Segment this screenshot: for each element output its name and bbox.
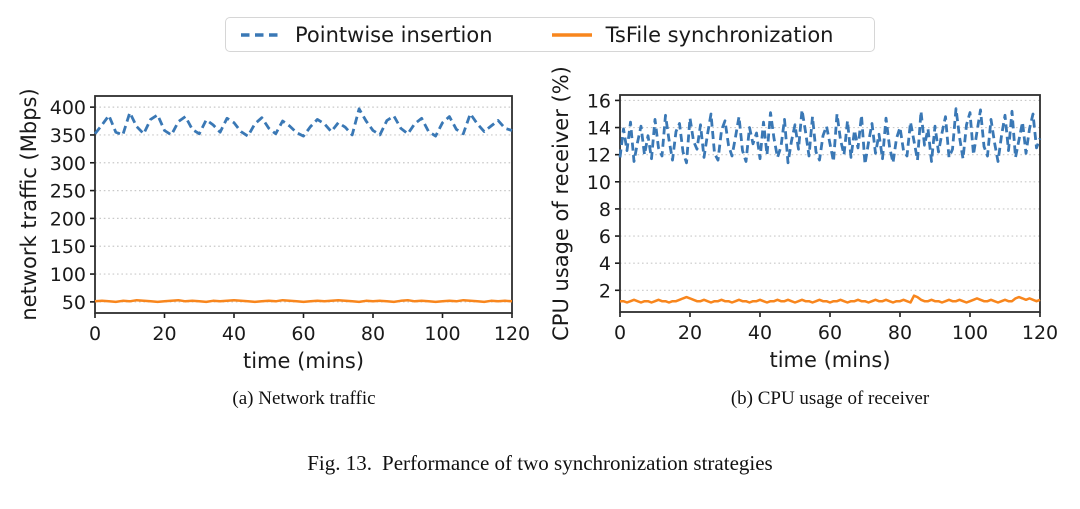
y-tick-label: 100 [50, 264, 86, 286]
y-tick-label: 250 [50, 181, 86, 203]
y-tick-label: 300 [50, 153, 86, 175]
x-tick-label: 80 [361, 323, 385, 345]
tsfile-series-line [94, 298, 513, 304]
x-tick-label: 100 [424, 323, 460, 345]
y-tick-label: 10 [587, 172, 611, 194]
legend-item-pointwise: Pointwise insertion [240, 23, 493, 47]
x-tick-label: 40 [748, 322, 772, 344]
y-tick-label: 14 [587, 118, 611, 140]
x-tick-label: 60 [818, 322, 842, 344]
plot-frame [619, 94, 1041, 313]
x-tick-label: 20 [152, 323, 176, 345]
figure-caption: Fig. 13. Performance of two synchronizati… [0, 451, 1080, 476]
x-tick-label: 0 [614, 322, 626, 344]
solid-line-icon [551, 32, 592, 37]
x-axis-label: time (mins) [243, 349, 364, 373]
y-tick-label: 150 [50, 236, 86, 258]
y-axis-label: CPU usage of receiver (%) [549, 66, 573, 341]
x-tick-label: 20 [678, 322, 702, 344]
y-tick-label: 4 [599, 253, 611, 275]
figure-caption-label: Fig. 13. [307, 451, 373, 475]
plot-frame [94, 95, 513, 314]
x-tick-label: 40 [222, 323, 246, 345]
chart-legend: Pointwise insertion TsFile synchronizati… [225, 17, 875, 52]
y-tick-label: 400 [50, 97, 86, 119]
subcaption-a: (a) Network traffic [232, 388, 376, 409]
legend-item-tsfile: TsFile synchronization [551, 23, 834, 47]
x-tick-label: 60 [291, 323, 315, 345]
pointwise-series-line [93, 107, 513, 138]
legend-label-tsfile: TsFile synchronization [605, 22, 834, 47]
y-tick-label: 200 [50, 208, 86, 230]
subcaption-b: (b) CPU usage of receiver [730, 388, 930, 409]
y-tick-label: 8 [599, 199, 611, 221]
x-tick-label: 120 [1022, 322, 1058, 344]
tsfile-series-line [620, 294, 1041, 304]
x-tick-label: 0 [89, 323, 101, 345]
y-tick-label: 2 [599, 280, 611, 302]
legend-label-pointwise: Pointwise insertion [295, 22, 493, 47]
x-tick-label: 100 [952, 322, 988, 344]
dashed-line-icon [241, 32, 281, 37]
y-tick-label: 50 [62, 292, 86, 314]
pointwise-series-line [618, 107, 1042, 166]
y-axis-label: network traffic (Mbps) [17, 88, 41, 320]
y-tick-label: 6 [599, 226, 611, 248]
x-tick-label: 80 [888, 322, 912, 344]
network-traffic-chart: 50 100 150 200 250 300 350 400 0 20 40 60 80 100 120 ti… [17, 88, 530, 373]
y-tick-label: 16 [587, 90, 611, 112]
y-tick-label: 12 [587, 145, 611, 167]
x-axis-label: time (mins) [769, 348, 890, 372]
y-tick-label: 350 [50, 125, 86, 147]
cpu-usage-chart: 2 4 6 8 10 12 14 16 0 20 40 60 80 100 120 time (mins) CP… [549, 66, 1058, 372]
x-tick-label: 120 [494, 323, 530, 345]
figure-caption-text: Performance of two synchronization strat… [382, 451, 773, 475]
